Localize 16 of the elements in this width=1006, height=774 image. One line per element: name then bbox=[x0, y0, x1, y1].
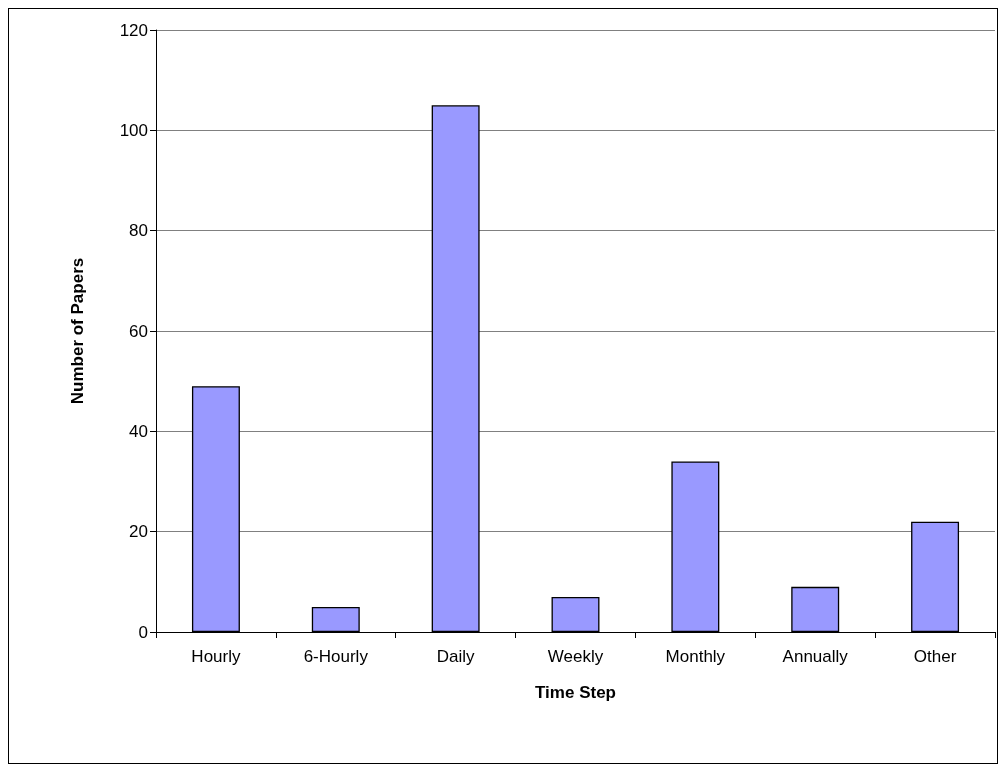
x-tick-label: Weekly bbox=[547, 647, 604, 666]
y-axis-title: Number of Papers bbox=[68, 257, 87, 405]
y-tick-label: 40 bbox=[129, 421, 148, 441]
x-axis-title: Time Step bbox=[535, 683, 616, 702]
y-tick-label: 80 bbox=[129, 221, 148, 241]
x-tick-label: Daily bbox=[436, 647, 476, 666]
x-tick-label: 6-Hourly bbox=[303, 647, 369, 666]
y-tick-label: 120 bbox=[119, 20, 148, 40]
y-tick-label: 60 bbox=[129, 321, 148, 341]
y-tick-label: 0 bbox=[138, 622, 148, 642]
x-tick-label: Monthly bbox=[665, 647, 726, 666]
x-tick-label: Other bbox=[913, 647, 957, 666]
y-tick-label: 100 bbox=[119, 120, 148, 140]
y-tick-label: 20 bbox=[129, 522, 148, 542]
x-tick-label: Hourly bbox=[191, 647, 241, 666]
x-tick-label: Annually bbox=[782, 647, 849, 666]
